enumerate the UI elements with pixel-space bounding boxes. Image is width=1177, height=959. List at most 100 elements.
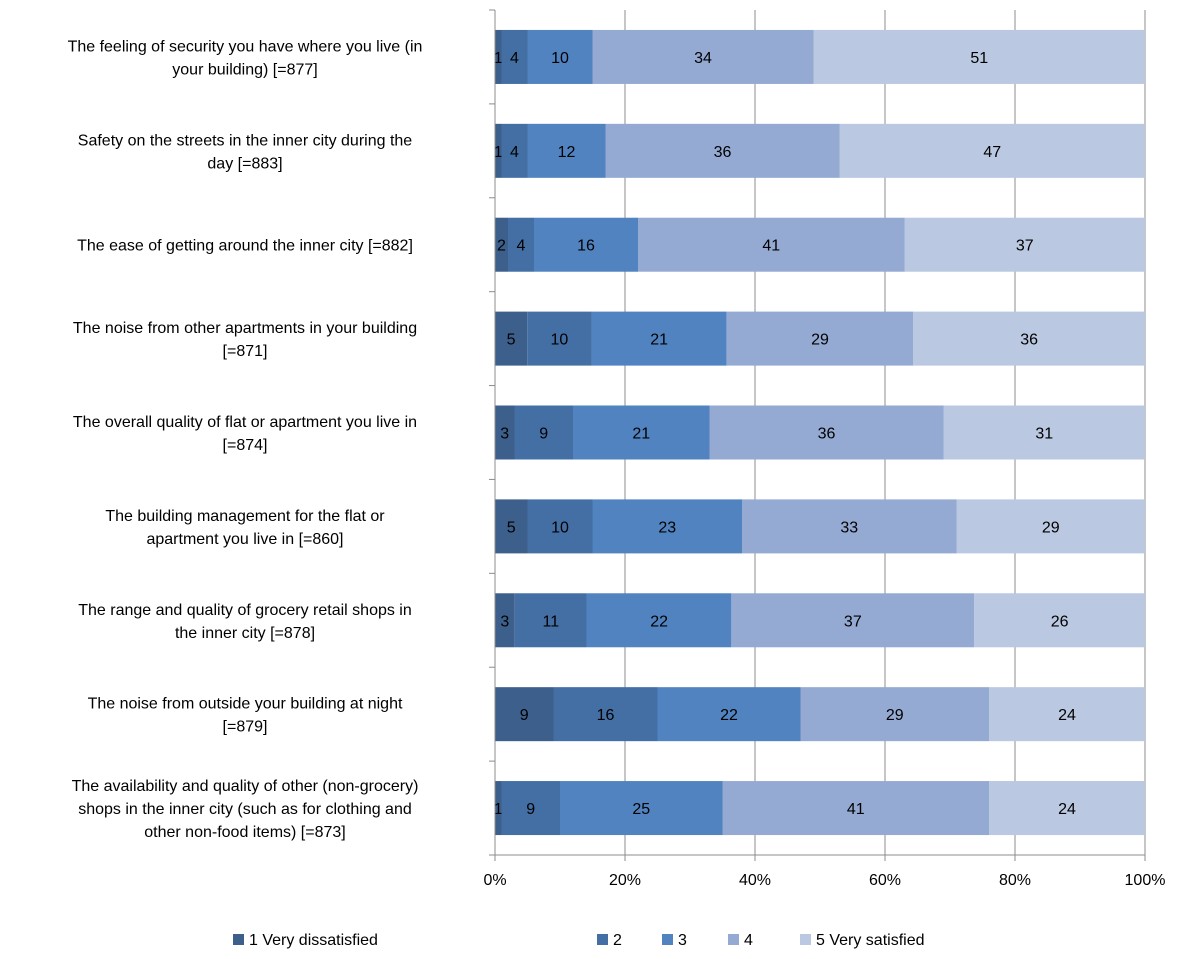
data-label: 9: [539, 426, 548, 443]
data-label: 31: [1035, 426, 1053, 443]
x-tick-label: 60%: [869, 872, 901, 889]
data-label: 51: [970, 50, 988, 67]
bar-segment: [495, 781, 502, 836]
legend-swatch: [597, 934, 608, 945]
data-label: 47: [983, 144, 1001, 161]
data-label: 1: [494, 144, 503, 161]
data-label: 16: [577, 238, 595, 255]
data-label: 41: [847, 801, 865, 818]
axes: 0% 20% 40% 60% 80% 100%: [483, 9, 1166, 889]
bar-segment: [495, 217, 508, 272]
data-label: 9: [526, 801, 535, 818]
legend-swatch: [662, 934, 673, 945]
bar-segment: [573, 405, 710, 460]
data-label: 21: [650, 332, 668, 349]
data-label: 3: [500, 613, 509, 630]
legend-swatch: [233, 934, 244, 945]
bar-segment: [495, 405, 515, 460]
data-label: 29: [1042, 519, 1060, 536]
x-tick-label: 40%: [739, 872, 771, 889]
bar-segment: [742, 499, 957, 554]
bar-segment: [495, 29, 502, 84]
bar-segment: [586, 593, 732, 648]
bar-segment: [709, 405, 944, 460]
bar-segment: [553, 687, 658, 742]
bar-segment: [989, 781, 1145, 836]
x-tick-label: 20%: [609, 872, 641, 889]
data-label: 25: [632, 801, 650, 818]
bars: 1 4 10 34 511 4 12 36 472 4 16 41 375 10 21 29 363 9 21 36 3…: [494, 29, 1145, 836]
data-label: 4: [510, 50, 519, 67]
legend-swatch: [800, 934, 811, 945]
data-label: 33: [840, 519, 858, 536]
data-label: 26: [1051, 613, 1069, 630]
data-label: 37: [1016, 238, 1034, 255]
bar-segment: [495, 687, 554, 742]
data-label: 36: [818, 426, 836, 443]
bar-segment: [956, 499, 1145, 554]
bar-segment: [508, 217, 534, 272]
data-label: 10: [551, 50, 569, 67]
legend-label: 5 Very satisfied: [816, 932, 925, 949]
bar-segment: [501, 29, 528, 84]
bar-segment: [495, 123, 502, 178]
data-label: 36: [714, 144, 732, 161]
bar-segment: [726, 311, 914, 366]
bar-segment: [592, 499, 742, 554]
legend-label: 2: [613, 932, 622, 949]
category-label: Safety on the streets in the inner city …: [78, 132, 413, 172]
category-label: The noise from other apartments in your …: [73, 320, 417, 360]
bar-segment: [514, 593, 587, 648]
bar-segment: [534, 217, 638, 272]
bar-segment: [974, 593, 1145, 648]
category-label: The range and quality of grocery retail …: [78, 602, 412, 642]
category-label: The building management for the flat or a…: [105, 508, 385, 548]
data-label: 2: [497, 238, 506, 255]
data-label: 1: [494, 801, 503, 818]
category-label: The noise from outside your building at …: [88, 696, 403, 736]
data-label: 5: [507, 519, 516, 536]
bar-segment: [527, 123, 606, 178]
bar-segment: [495, 499, 528, 554]
data-label: 3: [500, 426, 509, 443]
bar-segment: [943, 405, 1145, 460]
x-tick-label: 100%: [1125, 872, 1166, 889]
legend-label: 3: [678, 932, 687, 949]
data-label: 37: [844, 613, 862, 630]
data-label: 4: [517, 238, 526, 255]
bar-segment: [731, 593, 975, 648]
bar-segment: [813, 29, 1145, 84]
legend-label: 4: [744, 932, 753, 949]
data-label: 10: [550, 332, 568, 349]
legend-swatch: [728, 934, 739, 945]
data-label: 41: [762, 238, 780, 255]
data-label: 9: [520, 707, 529, 724]
bar-segment: [657, 687, 801, 742]
bar-segment: [591, 311, 727, 366]
bar-segment: [592, 29, 814, 84]
data-label: 5: [507, 332, 516, 349]
x-tick-label: 0%: [483, 872, 506, 889]
bar-segment: [495, 311, 528, 366]
bar-segment: [527, 311, 592, 366]
data-label: 34: [694, 50, 712, 67]
legend-label: 1 Very dissatisfied: [249, 932, 378, 949]
data-label: 23: [658, 519, 676, 536]
data-label: 29: [886, 707, 904, 724]
data-label: 1: [494, 50, 503, 67]
x-tick-label: 80%: [999, 872, 1031, 889]
category-label: The availability and quality of other (n…: [72, 778, 419, 841]
bar-segment: [495, 593, 515, 648]
data-label: 11: [543, 613, 560, 630]
data-label: 29: [811, 332, 829, 349]
bar-segment: [800, 687, 989, 742]
bar-segment: [560, 781, 723, 836]
bar-segment: [605, 123, 840, 178]
category-label: The feeling of security you have where y…: [68, 38, 423, 78]
data-label: 36: [1020, 332, 1038, 349]
category-labels: The feeling of security you have where y…: [68, 38, 423, 841]
bar-segment: [527, 499, 593, 554]
data-label: 22: [720, 707, 738, 724]
data-label: 24: [1058, 801, 1076, 818]
data-label: 4: [510, 144, 519, 161]
